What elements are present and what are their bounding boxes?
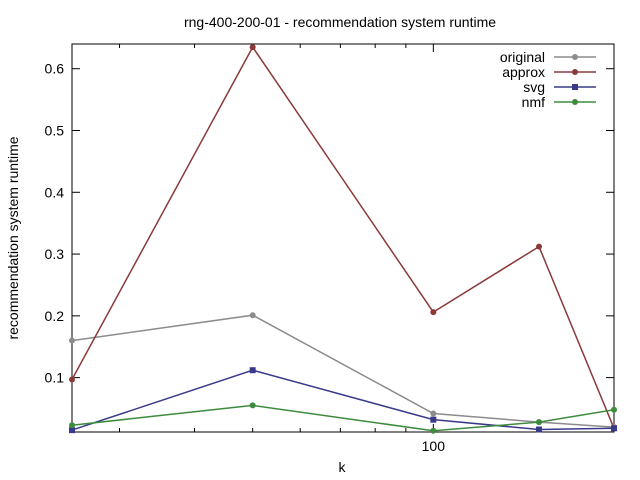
legend-marker-original: [572, 54, 578, 60]
series-nmf: [69, 402, 617, 434]
chart-title: rng-400-200-01 - recommendation system r…: [184, 14, 496, 30]
data-point-original: [249, 312, 256, 319]
data-point-svg: [536, 426, 543, 433]
series-line-nmf: [71, 404, 615, 432]
data-point-nmf: [249, 402, 256, 409]
y-axis-label: recommendation system runtime: [5, 136, 21, 339]
data-point-svg: [69, 427, 75, 434]
legend-label-nmf: nmf: [522, 94, 545, 110]
legend-marker-nmf: [572, 99, 578, 105]
data-point-approx: [536, 243, 543, 250]
legend-label-approx: approx: [502, 64, 545, 80]
data-point-approx: [430, 309, 437, 316]
data-point-nmf: [536, 419, 543, 426]
legend-marker-svg: [572, 84, 578, 90]
y-tick-label: 0.6: [45, 61, 65, 77]
y-tick-label: 0.3: [45, 246, 65, 262]
series-layer: [69, 44, 617, 434]
legend-label-svg: svg: [523, 79, 545, 95]
series-original: [69, 312, 617, 431]
data-point-nmf: [430, 427, 437, 434]
data-point-svg: [249, 367, 256, 374]
y-tick-label: 0.1: [45, 370, 65, 386]
x-axis-label: k: [339, 459, 347, 475]
data-point-svg: [430, 416, 437, 423]
y-tick-label: 0.4: [45, 184, 65, 200]
series-line-original: [71, 314, 615, 428]
data-point-svg: [611, 425, 617, 432]
data-point-original: [69, 337, 75, 344]
legend-label-original: original: [500, 49, 545, 65]
y-tick-label: 0.2: [45, 308, 65, 324]
data-point-approx: [69, 376, 75, 383]
series-svg: [69, 367, 617, 434]
data-point-nmf: [611, 406, 617, 413]
axes: 0.1 0.2 0.3 0.4 0.5 0.6 100: [45, 43, 615, 454]
x-tick-label: 100: [422, 438, 446, 454]
data-point-nmf: [69, 422, 75, 429]
data-point-original: [430, 410, 437, 417]
y-tick-label: 0.5: [45, 122, 65, 138]
plot-frame: [71, 43, 615, 433]
legend-marker-approx: [572, 69, 578, 75]
data-point-approx: [249, 44, 256, 51]
